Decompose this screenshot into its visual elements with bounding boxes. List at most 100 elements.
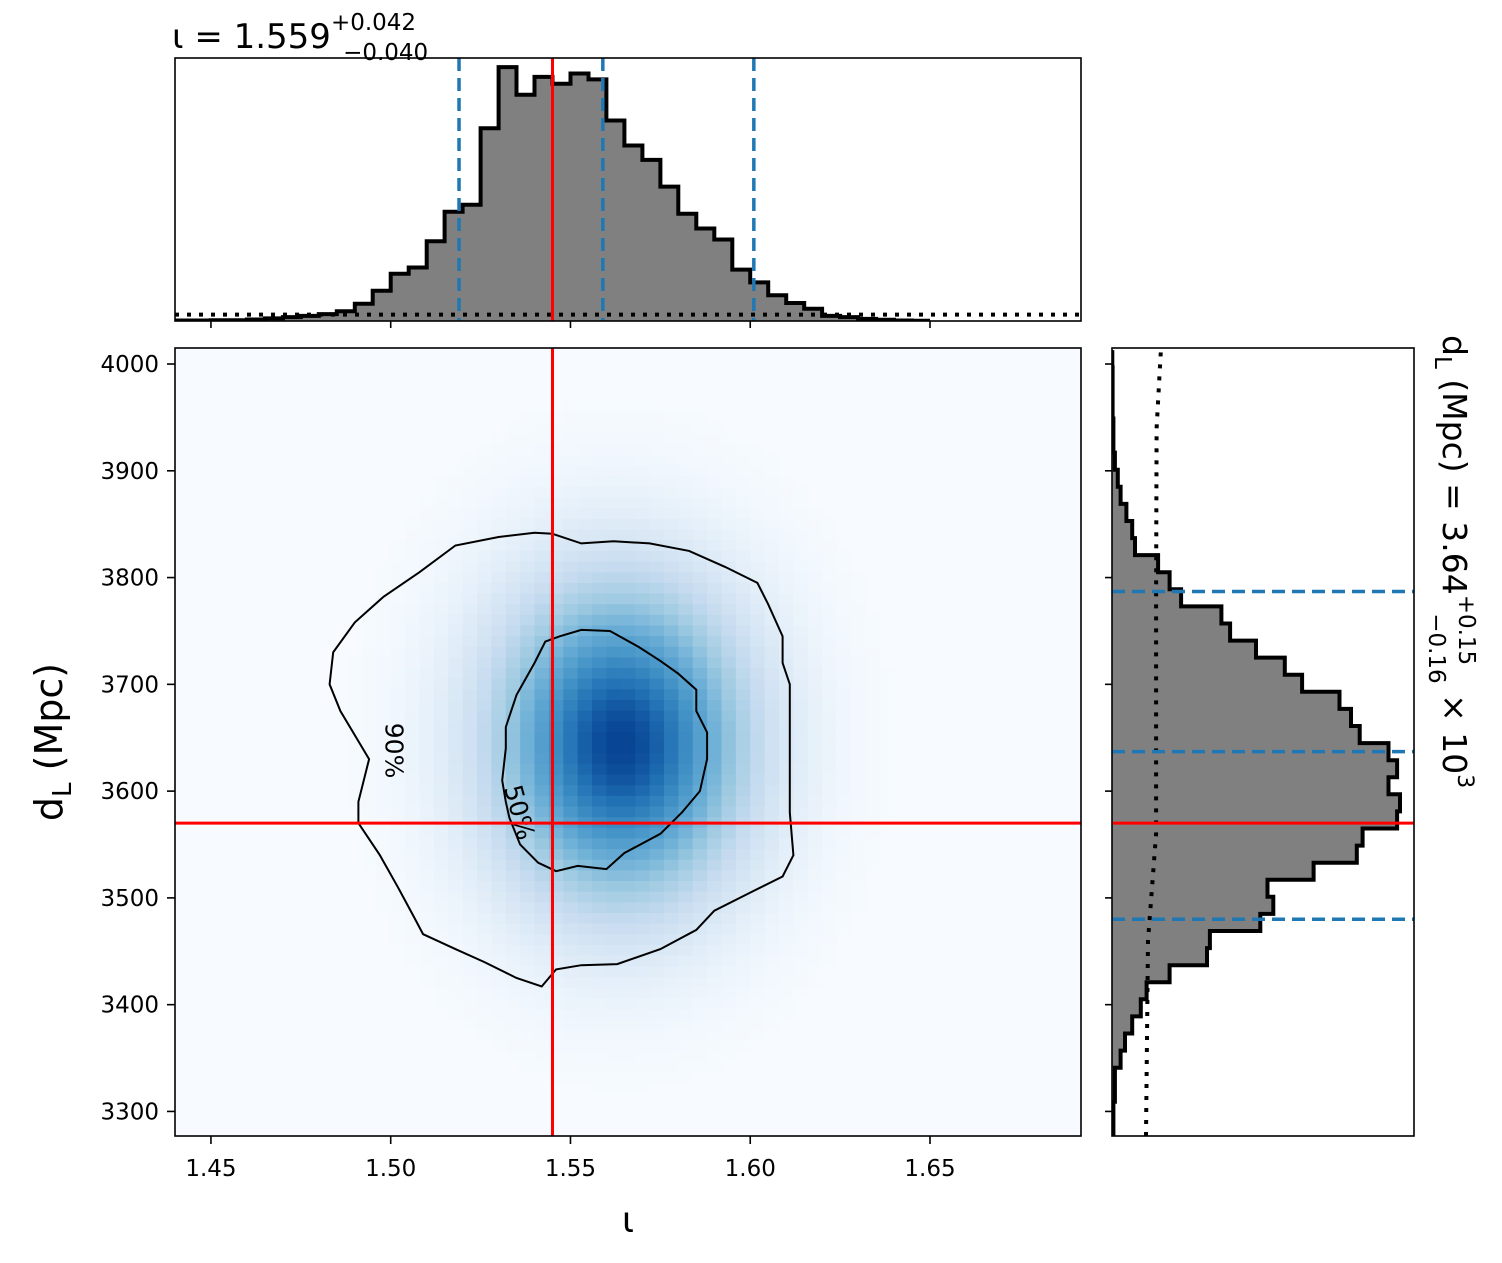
heatmap-cell [721, 1040, 737, 1052]
heatmap-cell [606, 954, 622, 967]
heatmap-cell [735, 965, 751, 977]
heatmap-cell [692, 944, 708, 956]
heatmap-cell [721, 1029, 737, 1041]
heatmap-cell [405, 742, 421, 754]
heatmap-cell [678, 742, 694, 754]
heatmap-cell [635, 518, 651, 530]
heatmap-cell [505, 933, 521, 945]
heatmap-cell [649, 880, 665, 892]
heatmap-cell [477, 454, 492, 466]
heatmap-cell [390, 869, 406, 882]
heatmap-cell [620, 763, 636, 775]
heatmap-cell [520, 646, 536, 658]
heatmap-cell [822, 933, 838, 945]
heatmap-cell [606, 912, 622, 924]
heatmap-cell [707, 592, 723, 605]
heatmap-cell [577, 710, 593, 722]
heatmap-cell [448, 997, 464, 1009]
heatmap-cell [534, 475, 550, 488]
heatmap-cell [635, 1072, 651, 1084]
heatmap-cell [793, 497, 809, 509]
heatmap-cell [850, 624, 866, 637]
heatmap-cell [405, 859, 421, 871]
heatmap-cell [793, 901, 809, 913]
heatmap-cell [836, 805, 852, 818]
heatmap-cell [577, 1040, 593, 1052]
heatmap-cell [606, 1018, 622, 1031]
heatmap-cell [707, 539, 723, 551]
x-tick-label: 1.60 [725, 1156, 776, 1182]
heatmap-cell [462, 954, 478, 967]
heatmap-cell [678, 763, 694, 775]
heatmap-cell [462, 518, 478, 530]
heatmap-cell [419, 731, 435, 743]
heatmap-cell [836, 731, 852, 743]
heatmap-cell [779, 497, 794, 509]
heatmap-cell [879, 784, 895, 796]
heatmap-cell [779, 912, 794, 924]
heatmap-cell [592, 912, 608, 924]
heatmap-cell [692, 635, 708, 647]
heatmap-cell [750, 954, 766, 967]
heatmap-cell [534, 954, 550, 967]
heatmap-cell [735, 944, 751, 956]
heatmap-cell [822, 592, 838, 605]
heatmap-cell [505, 805, 521, 818]
heatmap-cell [750, 1008, 766, 1020]
heatmap-cell [419, 592, 435, 605]
heatmap-cell [836, 603, 852, 615]
heatmap-cell [750, 454, 766, 466]
heatmap-cell [419, 507, 435, 519]
heatmap-cell [807, 880, 823, 892]
heatmap-cell [635, 454, 651, 466]
heatmap-cell [635, 411, 651, 424]
heatmap-cell [721, 742, 737, 754]
heatmap-cell [491, 752, 507, 764]
heatmap-cell [477, 1029, 492, 1041]
heatmap-cell [419, 784, 435, 796]
heatmap-cell [419, 773, 435, 786]
heatmap-cell [649, 667, 665, 679]
heatmap-cell [606, 550, 622, 562]
heatmap-cell [534, 433, 550, 445]
heatmap-cell [865, 859, 881, 871]
heatmap-cell [505, 539, 521, 551]
heatmap-cell [477, 923, 492, 935]
heatmap-cell [663, 795, 679, 807]
heatmap-cell [477, 497, 492, 509]
heatmap-cell [520, 635, 536, 647]
heatmap-cell [577, 1029, 593, 1041]
heatmap-cell [347, 710, 363, 722]
heatmap-cell [836, 848, 852, 860]
heatmap-cell [390, 827, 406, 839]
heatmap-cell [822, 688, 838, 701]
heatmap-cell [548, 710, 564, 722]
heatmap-cell [577, 443, 593, 456]
heatmap-cell [563, 635, 579, 647]
heatmap-cell [807, 688, 823, 701]
heatmap-cell [361, 773, 377, 786]
heatmap-cell [764, 912, 780, 924]
heatmap-cell [491, 891, 507, 903]
heatmap-cell [606, 1072, 622, 1084]
heatmap-cell [721, 763, 737, 775]
heatmap-cell [649, 401, 665, 413]
heatmap-cell [793, 944, 809, 956]
heatmap-cell [462, 571, 478, 583]
heatmap-cell [707, 869, 723, 882]
heatmap-cell [419, 688, 435, 701]
heatmap-cell [678, 944, 694, 956]
heatmap-cell [361, 848, 377, 860]
heatmap-cell [620, 752, 636, 764]
heatmap-cell [405, 752, 421, 764]
heatmap-cell [750, 497, 766, 509]
heatmap-cell [376, 827, 392, 839]
heatmap-cell [606, 933, 622, 945]
heatmap-cell [649, 699, 665, 711]
heatmap-cell [735, 848, 751, 860]
heatmap-cell [865, 784, 881, 796]
heatmap-cell [750, 869, 766, 882]
heatmap-cell [563, 805, 579, 818]
heatmap-cell [764, 507, 780, 519]
heatmap-cell [692, 997, 708, 1009]
